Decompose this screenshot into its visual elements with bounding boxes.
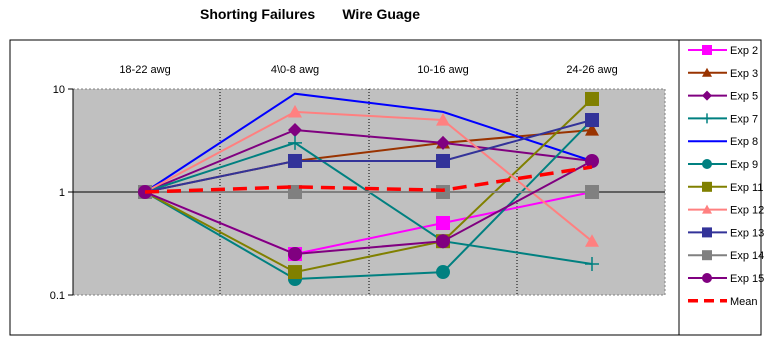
data-point-exp-15-2 <box>288 247 302 262</box>
series-line-exp-11 <box>144 98 593 274</box>
chart-title: Shorting Failures Wire Guage <box>199 6 421 22</box>
legend-label-exp-9: Exp 9 <box>730 159 758 171</box>
legend-swatch-marker-exp-3 <box>702 67 712 77</box>
legend-swatch-marker-exp-12 <box>702 204 712 214</box>
series-line-exp-8 <box>144 92 593 193</box>
legend-label-mean: Mean <box>730 296 758 308</box>
series-line-exp-12 <box>144 110 593 242</box>
data-point-exp-11-2 <box>288 265 302 280</box>
data-point-exp-13-2 <box>288 153 302 168</box>
legend-item-exp-14: Exp 14 <box>688 250 764 262</box>
legend-swatch-marker-exp-2 <box>702 45 712 55</box>
data-point-exp-2-3 <box>436 216 450 231</box>
legend-swatch-marker-exp-15 <box>702 273 712 283</box>
data-point-exp-7-2 <box>288 135 302 150</box>
series-exp-8 <box>144 92 593 193</box>
data-point-exp-3-4 <box>585 122 599 136</box>
y-tick-label-3: 0.1 <box>50 290 65 302</box>
series-exp-15 <box>138 153 599 262</box>
series-line-exp-5 <box>144 128 593 193</box>
legend-item-exp-9: Exp 9 <box>688 159 758 171</box>
legend-item-exp-7: Exp 7 <box>688 113 758 125</box>
legend-item-exp-13: Exp 13 <box>688 227 764 239</box>
legend-item-exp-5: Exp 5 <box>688 90 758 103</box>
series-line-exp-9 <box>144 119 593 281</box>
data-point-exp-14-4 <box>585 185 599 199</box>
data-point-exp-15-4 <box>585 153 599 168</box>
legend-label-exp-5: Exp 5 <box>730 91 758 103</box>
series-mean <box>144 165 593 194</box>
x-tick-label-1: 18-22 awg <box>119 64 170 76</box>
series-line-exp-13 <box>144 119 593 193</box>
legend-item-exp-11: Exp 11 <box>688 181 763 194</box>
data-point-exp-7-4 <box>585 256 599 271</box>
data-point-exp-14-3 <box>436 185 450 199</box>
legend-item-exp-15: Exp 15 <box>688 273 764 285</box>
legend-label-exp-8: Exp 8 <box>730 136 758 148</box>
data-point-exp-15-3 <box>436 234 450 249</box>
x-tick-label-2: 4\0-8 awg <box>271 64 319 76</box>
legend-label-exp-7: Exp 7 <box>730 113 758 125</box>
series-line-exp-15 <box>144 160 593 256</box>
legend-item-exp-2: Exp 2 <box>688 45 758 57</box>
legend-swatch-marker-exp-14 <box>702 250 712 261</box>
legend-item-exp-12: Exp 12 <box>688 204 764 217</box>
legend-swatch-marker-exp-9 <box>702 159 712 169</box>
data-point-exp-12-3 <box>436 113 450 126</box>
legend-label-exp-12: Exp 12 <box>730 205 764 217</box>
legend-label-exp-13: Exp 13 <box>730 227 764 239</box>
legend-swatch-marker-exp-5 <box>702 90 712 101</box>
data-point-exp-5-3 <box>436 135 450 150</box>
data-point-exp-9-3 <box>436 265 450 280</box>
legend-swatch-marker-exp-7 <box>702 113 712 124</box>
data-point-exp-5-2 <box>288 122 302 137</box>
x-tick-label-3: 10-16 awg <box>417 64 468 76</box>
data-point-exp-12-2 <box>288 104 302 118</box>
legend-label-exp-2: Exp 2 <box>730 45 758 57</box>
legend-label-exp-11: Exp 11 <box>730 182 763 194</box>
series-line-mean <box>144 165 593 194</box>
legend-label-exp-14: Exp 14 <box>730 250 764 262</box>
y-tick-label-1: 10 <box>53 84 65 96</box>
y-tick-label-2: 1 <box>59 187 65 199</box>
legend-item-exp-8: Exp 8 <box>688 136 758 148</box>
data-point-exp-13-4 <box>585 113 599 128</box>
x-tick-label-4: 24-26 awg <box>566 64 617 76</box>
legend-item-mean: Mean <box>688 296 758 308</box>
legend-label-exp-3: Exp 3 <box>730 68 758 80</box>
series-group <box>138 91 599 287</box>
data-point-exp-11-4 <box>585 91 599 106</box>
legend: Exp 2 Exp 3 Exp 5 Exp 7 Exp 8 Exp 9 Exp 11 Exp … <box>688 45 764 308</box>
data-point-exp-14-2 <box>288 185 302 199</box>
legend-label-exp-15: Exp 15 <box>730 273 764 285</box>
data-point-exp-12-4 <box>585 234 599 247</box>
legend-swatch-marker-exp-13 <box>702 227 712 238</box>
data-point-exp-13-3 <box>436 153 450 168</box>
legend-swatch-marker-exp-11 <box>702 181 712 192</box>
legend-item-exp-3: Exp 3 <box>688 67 758 80</box>
